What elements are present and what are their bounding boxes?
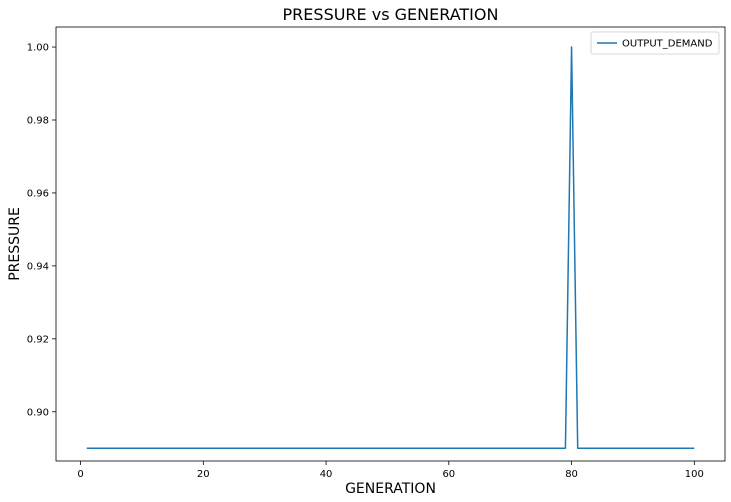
- x-axis-label: GENERATION: [345, 481, 436, 497]
- x-tick-label: 60: [442, 469, 455, 480]
- y-tick-label: 0.90: [27, 407, 49, 418]
- y-axis-ticks: 0.90 0.92 0.94 0.96 0.98 1.00: [27, 43, 56, 418]
- x-tick-label: 20: [197, 469, 210, 480]
- y-tick-label: 0.96: [27, 188, 49, 199]
- chart-title: PRESSURE vs GENERATION: [283, 5, 499, 24]
- plot-frame: [55, 26, 726, 462]
- y-tick-label: 0.94: [27, 261, 49, 272]
- legend-label: OUTPUT_DEMAND: [622, 39, 713, 50]
- series-line-output-demand: [86, 46, 695, 449]
- x-tick-label: 100: [685, 469, 704, 480]
- x-axis-ticks: 0 20 40 60 80 100: [77, 461, 704, 480]
- y-tick-label: 0.92: [27, 334, 49, 345]
- legend: OUTPUT_DEMAND: [590, 31, 720, 55]
- y-tick-label: 1.00: [27, 43, 49, 54]
- x-tick-label: 80: [565, 469, 578, 480]
- legend-box: [590, 31, 720, 55]
- x-tick-label: 0: [77, 469, 83, 480]
- plot-area: [55, 26, 726, 462]
- x-tick-label: 40: [320, 469, 333, 480]
- series-layer: [86, 46, 695, 449]
- y-axis-label: PRESSURE: [7, 207, 23, 281]
- y-tick-label: 0.98: [27, 116, 49, 127]
